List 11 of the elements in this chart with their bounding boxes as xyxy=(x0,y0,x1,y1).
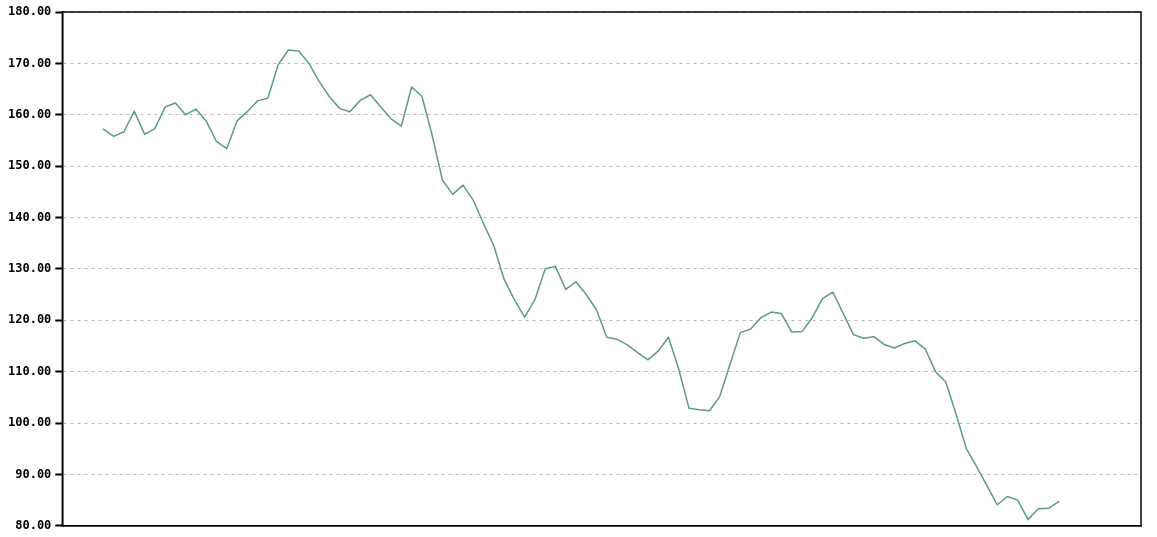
y-tick-label: 100.00 xyxy=(7,415,52,430)
y-tick-label: 180.00 xyxy=(7,4,52,19)
y-tick-label: 120.00 xyxy=(7,312,52,327)
y-tick-label: 170.00 xyxy=(7,55,52,70)
y-tick-label: 140.00 xyxy=(7,209,52,224)
y-tick-label: 150.00 xyxy=(7,158,52,173)
y-tick-label: 90.00 xyxy=(15,466,52,481)
y-tick-label: 160.00 xyxy=(7,106,52,121)
y-tick-label: 80.00 xyxy=(15,517,52,532)
y-tick-label: 130.00 xyxy=(7,261,52,276)
y-tick-label: 110.00 xyxy=(7,363,52,378)
